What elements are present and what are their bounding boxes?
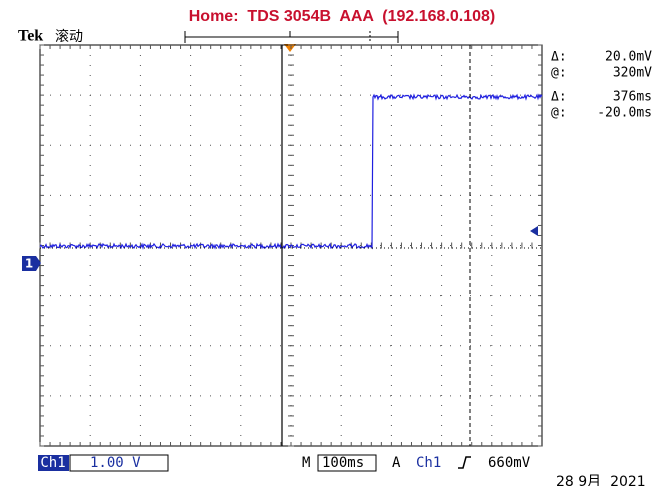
channel-marker: 1 — [25, 257, 33, 271]
brand: Tek — [18, 28, 43, 45]
readout-value: 320mV — [613, 66, 652, 81]
readout-label: @: — [551, 106, 567, 121]
readout-label: Δ: — [551, 90, 567, 105]
timebase: 100ms — [322, 455, 364, 471]
readout-value: -20.0ms — [597, 106, 652, 121]
mode: 滚动 — [55, 28, 83, 45]
channel-badge — [38, 455, 69, 471]
cursor-readouts: Δ: 20.0mV @: 320mV Δ: 376ms @: -20.0ms — [551, 50, 652, 121]
readout-label: Δ: — [551, 50, 567, 65]
timebase-box — [317, 454, 377, 472]
channel-marker-tip — [36, 256, 41, 271]
trigger-source: Ch1 — [416, 455, 441, 471]
readout-value: 376ms — [613, 90, 652, 105]
readout-label: @: — [551, 66, 567, 81]
trigger-level: 660mV — [488, 455, 531, 471]
channel-marker-box — [22, 256, 36, 271]
readout-value: 20.0mV — [605, 50, 652, 65]
header-title: Home: TDS 3054B AAA (192.168.0.108) — [189, 8, 496, 25]
trigger-slope — [458, 456, 471, 469]
timebase-label: M — [302, 455, 310, 471]
volts-box — [69, 454, 169, 472]
trigger-label: A — [392, 455, 401, 471]
volts-per-div: 1.00 V — [90, 455, 141, 471]
status-channel: Ch1 — [40, 455, 65, 471]
date: 28 9月 2021 — [556, 474, 646, 486]
trigger-position-marker — [284, 44, 296, 52]
record-bracket — [184, 31, 399, 43]
waveform-trace — [39, 93, 543, 250]
trigger-level-marker — [530, 226, 538, 236]
